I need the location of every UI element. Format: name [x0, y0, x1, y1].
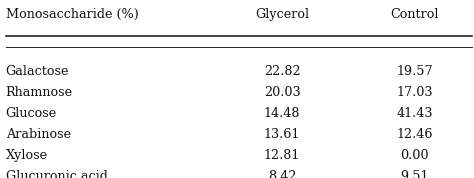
Text: 17.03: 17.03 [396, 86, 433, 99]
Text: Galactose: Galactose [6, 65, 69, 78]
Text: Rhamnose: Rhamnose [6, 86, 73, 99]
Text: 14.48: 14.48 [264, 107, 301, 120]
Text: 12.46: 12.46 [396, 128, 433, 141]
Text: Glycerol: Glycerol [255, 8, 309, 21]
Text: 0.00: 0.00 [401, 149, 429, 162]
Text: 8.42: 8.42 [268, 170, 296, 178]
Text: Xylose: Xylose [6, 149, 48, 162]
Text: 41.43: 41.43 [396, 107, 433, 120]
Text: 19.57: 19.57 [396, 65, 433, 78]
Text: Arabinose: Arabinose [6, 128, 71, 141]
Text: 9.51: 9.51 [401, 170, 429, 178]
Text: 20.03: 20.03 [264, 86, 301, 99]
Text: Control: Control [391, 8, 439, 21]
Text: Glucose: Glucose [6, 107, 57, 120]
Text: 13.61: 13.61 [264, 128, 300, 141]
Text: Monosaccharide (%): Monosaccharide (%) [6, 8, 138, 21]
Text: 12.81: 12.81 [264, 149, 300, 162]
Text: 22.82: 22.82 [264, 65, 301, 78]
Text: Glucuronic acid: Glucuronic acid [6, 170, 108, 178]
